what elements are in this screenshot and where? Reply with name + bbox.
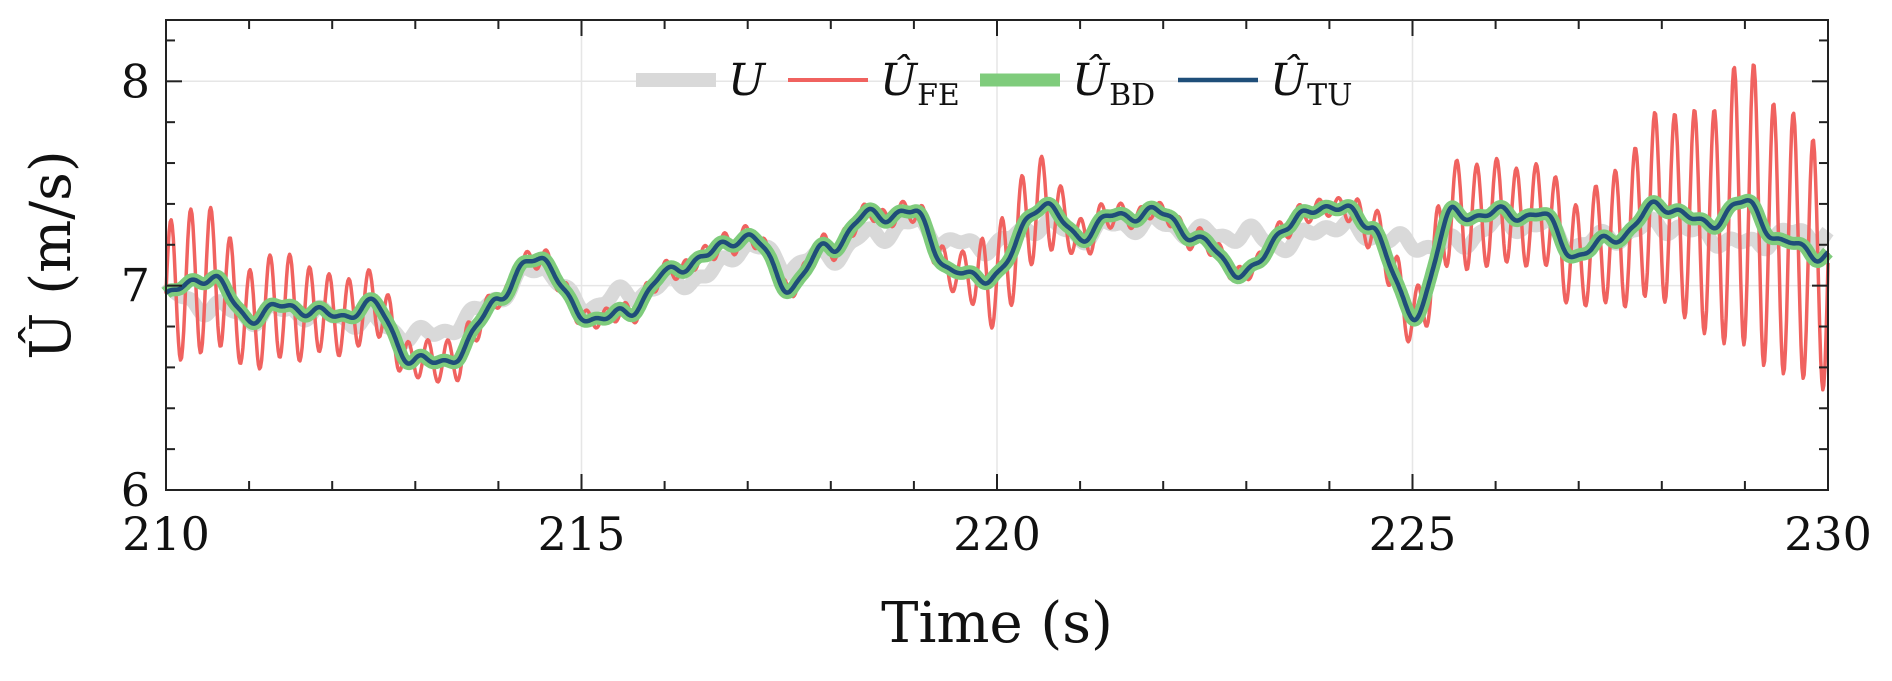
y-tick-label: 6 bbox=[121, 463, 150, 517]
x-tick-label: 215 bbox=[538, 507, 626, 561]
series-line-U-hat-TU bbox=[164, 198, 1830, 366]
x-tick-label: 230 bbox=[1784, 507, 1872, 561]
series-layer bbox=[160, 63, 1834, 392]
ticks: 210 215 220 225 230 6 7 8 bbox=[121, 20, 1872, 561]
legend-subscript-TU: TU bbox=[1307, 78, 1352, 113]
y-axis-title: Û (m/s) bbox=[17, 150, 84, 359]
x-tick-label: 225 bbox=[1369, 507, 1457, 561]
y-tick-label: 7 bbox=[121, 259, 150, 313]
y-tick-label: 8 bbox=[121, 54, 150, 108]
legend-subscript-BD: BD bbox=[1109, 78, 1155, 113]
legend-subscript-FE: FE bbox=[917, 78, 960, 113]
legend-label-U: U bbox=[728, 55, 767, 106]
x-tick-label: 210 bbox=[122, 507, 210, 561]
x-tick-label: 220 bbox=[953, 507, 1041, 561]
x-axis-title: Time (s) bbox=[881, 591, 1113, 656]
